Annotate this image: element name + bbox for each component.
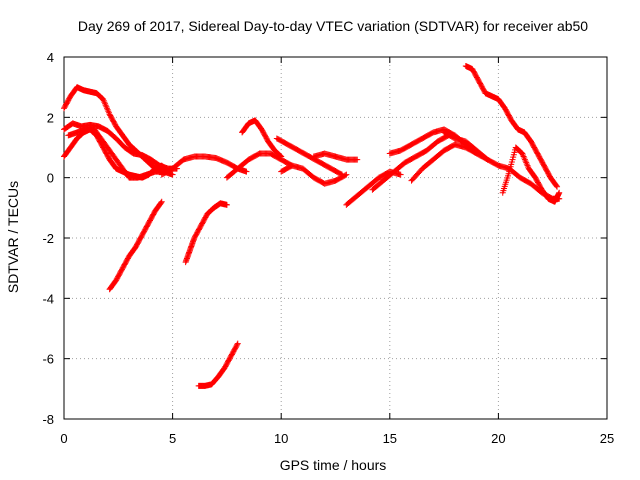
data-point: [158, 198, 165, 205]
y-tick-label: -8: [42, 412, 54, 427]
x-tick-label: 5: [169, 431, 176, 446]
data-point: [354, 156, 361, 163]
y-tick-label: -2: [42, 231, 54, 246]
trail-point: [472, 149, 479, 156]
data-point: [554, 183, 561, 190]
axis-ticks: 0 5 10 15 20 25 -8 -6 -4 -2 0 2 4: [42, 50, 614, 446]
trail-point: [158, 199, 165, 206]
data-point: [169, 171, 176, 178]
plot-frame: [63, 56, 608, 420]
x-axis-label: GPS time / hours: [280, 457, 387, 473]
trail-point: [342, 172, 349, 179]
y-tick-label: 4: [47, 50, 54, 65]
x-tick-label: 15: [383, 431, 397, 446]
x-tick-label: 25: [600, 431, 614, 446]
plot-border: [63, 56, 608, 420]
data-point: [397, 171, 404, 178]
gridlines: [64, 57, 607, 419]
x-tick-label: 20: [491, 431, 505, 446]
trail-point: [553, 182, 560, 189]
y-axis-label: SDTVAR / TECUs: [5, 181, 21, 293]
data-point: [556, 189, 563, 196]
chart-title: Day 269 of 2017, Sidereal Day-to-day VTE…: [78, 18, 588, 34]
data-point: [234, 340, 241, 347]
x-tick-label: 10: [274, 431, 288, 446]
x-tick-label: 0: [60, 431, 67, 446]
data-point: [473, 150, 480, 157]
data-point: [343, 171, 350, 178]
data-point: [243, 168, 250, 175]
y-tick-label: -6: [42, 352, 54, 367]
y-tick-label: 2: [47, 110, 54, 125]
trail-point: [234, 341, 241, 348]
data-point: [223, 201, 230, 208]
y-tick-label: 0: [47, 171, 54, 186]
y-tick-label: -4: [42, 291, 54, 306]
data-points: [61, 63, 563, 389]
